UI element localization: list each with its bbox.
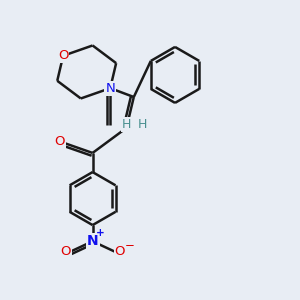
Text: O: O (115, 245, 125, 258)
Text: O: O (58, 49, 68, 62)
Text: H: H (122, 118, 131, 131)
Text: N: N (105, 82, 115, 95)
Text: O: O (54, 135, 65, 148)
Text: O: O (60, 245, 70, 258)
Text: −: − (125, 238, 135, 252)
Text: N: N (87, 234, 98, 248)
Text: +: + (96, 228, 104, 238)
Text: H: H (138, 118, 147, 131)
